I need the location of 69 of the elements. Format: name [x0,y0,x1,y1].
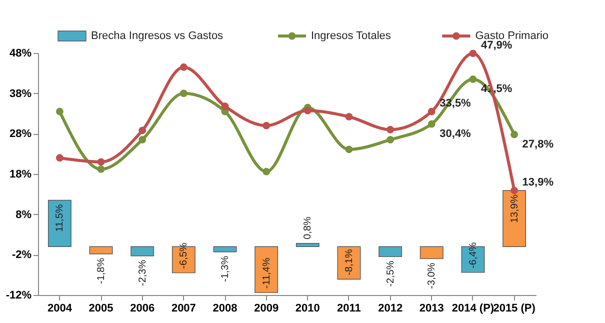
data-label: 47,9% [480,39,512,52]
point [510,130,518,138]
bar [254,246,278,293]
point [180,63,188,71]
bar [130,246,154,256]
y-tick-label: -2% [12,249,32,262]
x-tick-label: 2008 [212,302,238,314]
x-tick-label: 2012 [378,302,403,314]
point [262,168,270,176]
data-label: 0,8% [302,216,314,240]
legend-label: Ingresos Totales [311,30,392,42]
data-label: 13,9% [522,176,554,189]
data-label: -6,4% [468,242,479,268]
point [469,76,477,83]
data-label: 27,8% [522,138,554,150]
data-label: 11,5% [54,204,66,232]
y-tick-label: 28% [9,128,32,140]
x-tick-label: 2010 [295,302,320,314]
bar [48,200,72,247]
point [345,113,353,120]
point [97,158,105,166]
y-tick-label: -12% [6,290,32,302]
point [262,122,270,130]
data-label: -8,1% [344,249,355,276]
y-tick-label: 18% [9,168,32,180]
point [386,126,394,134]
x-tick-label: 2009 [254,302,279,314]
data-label: -3,0% [426,262,438,289]
data-label: -2,3% [137,260,148,286]
point [138,126,146,134]
x-tick-label: 2004 [47,302,73,314]
point [180,90,188,98]
legend-label: Gasto Primario [475,30,549,42]
data-label: 13,9% [509,194,520,223]
bar [89,246,113,254]
point [428,108,436,116]
x-tick-label: 2005 [88,302,114,314]
bar [213,246,237,252]
data-label: -11,4% [261,258,272,289]
point [304,106,312,114]
bar [420,246,444,260]
point [510,186,518,194]
data-label: -2,5% [385,260,396,287]
point [56,154,64,162]
legend-label: Brecha Ingresos vs Gastos [91,30,224,42]
y-tick-label: 8% [16,208,32,221]
y-tick-label: 48% [9,48,32,60]
data-label: -1,3% [220,256,232,282]
bar [502,190,526,247]
point [386,136,394,144]
point [428,120,436,128]
x-tick-label: 2013 [419,302,444,314]
point [221,102,229,110]
point [469,50,477,58]
point [345,146,353,154]
y-tick-label: 38% [9,88,32,100]
x-tick-label: 2014 (P) [452,302,494,314]
point [56,108,64,116]
data-label: -1,8% [96,258,108,284]
bar [296,243,320,247]
bar [378,246,402,258]
point [138,136,146,144]
point [97,165,105,173]
x-tick-label: 2007 [171,302,196,314]
x-tick-label: 2006 [130,302,155,314]
x-tick-label: 2011 [337,302,361,314]
data-label: 30,4% [440,128,472,140]
x-tick-label: 2015 (P) [493,302,536,314]
data-label: -6,5% [178,242,190,269]
